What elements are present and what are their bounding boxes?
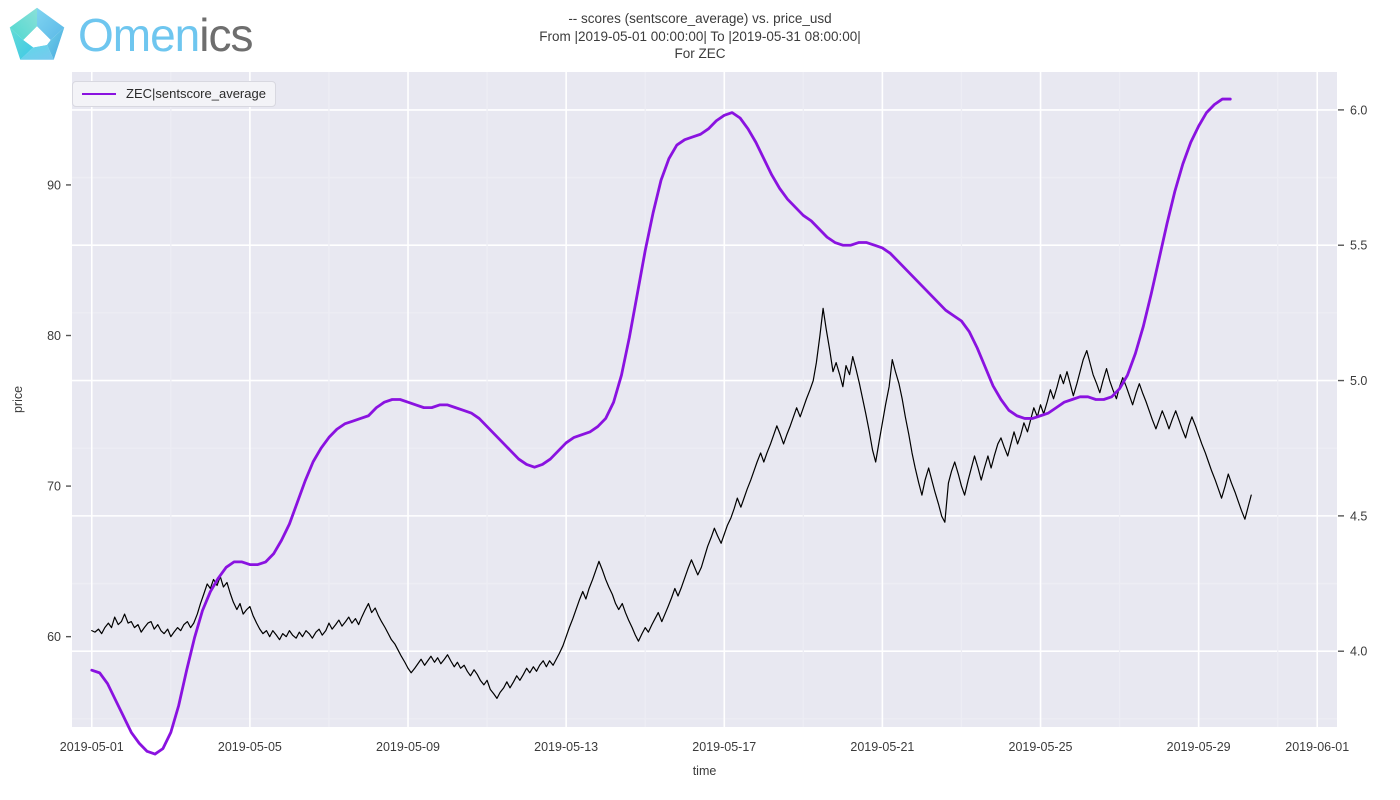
legend-line-swatch — [82, 92, 116, 95]
y-axis-tick-label-left: 80 — [47, 329, 61, 343]
x-axis-tick-label: 2019-05-17 — [692, 740, 756, 754]
brand-name-secondary: ics — [199, 9, 253, 61]
x-axis-tick-label: 2019-05-21 — [850, 740, 914, 754]
x-axis-tick-label: 2019-05-05 — [218, 740, 282, 754]
y-axis-tick-label-left: 90 — [47, 178, 61, 192]
y-axis-tick-label-right: 4.5 — [1350, 509, 1367, 523]
x-axis-tick-label: 2019-06-01 — [1285, 740, 1349, 754]
brand-logo[interactable]: Omenics — [6, 4, 254, 66]
legend-label: ZEC|sentscore_average — [126, 86, 266, 101]
omenics-pentagon-logo-icon — [9, 7, 65, 60]
brand-name-primary: Omen — [78, 9, 200, 61]
y-axis-tick-label-right: 6.0 — [1350, 103, 1367, 117]
x-axis-tick-label: 2019-05-01 — [60, 740, 124, 754]
series-line-zec-sentscore-average — [90, 97, 1232, 756]
y-axis-tick-label-right: 5.5 — [1350, 239, 1367, 253]
y-axis-tick-label-left: 70 — [47, 480, 61, 494]
y-axis-label: price — [11, 386, 25, 413]
x-axis-label: time — [693, 764, 717, 778]
plot-background — [72, 72, 1337, 727]
x-axis-tick-label: 2019-05-29 — [1167, 740, 1231, 754]
brand-wordmark: Omenics — [78, 9, 254, 61]
y-axis-tick-label-right: 4.0 — [1350, 645, 1367, 659]
x-axis-tick-label: 2019-05-25 — [1009, 740, 1073, 754]
series-line-price-usd — [91, 307, 1252, 699]
y-axis-tick-label-right: 5.0 — [1350, 374, 1367, 388]
y-axis-tick-label-left: 60 — [47, 630, 61, 644]
x-axis-tick-label: 2019-05-13 — [534, 740, 598, 754]
chart-legend[interactable]: ZEC|sentscore_average — [72, 81, 276, 107]
x-axis-tick-label: 2019-05-09 — [376, 740, 440, 754]
